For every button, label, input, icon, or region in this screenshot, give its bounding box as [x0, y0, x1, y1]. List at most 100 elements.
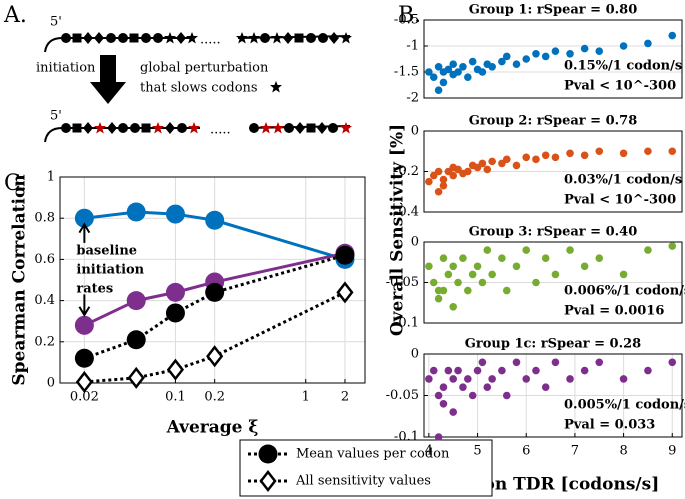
point	[439, 400, 448, 408]
marker	[335, 245, 355, 265]
point	[532, 278, 540, 287]
y-tick-label: 0	[411, 347, 419, 362]
point	[473, 366, 482, 375]
plot-frame	[59, 176, 366, 384]
legend-label: All sensitivity values	[295, 474, 431, 489]
point	[459, 254, 467, 262]
panel-title: Group 1c: rSpear = 0.28	[465, 337, 641, 352]
point	[473, 262, 482, 271]
point	[668, 242, 677, 250]
ellipsis: .....	[210, 123, 231, 138]
y-tick-label: 0	[411, 124, 419, 139]
point	[468, 57, 477, 66]
point	[444, 270, 453, 279]
point	[434, 63, 443, 71]
point	[464, 375, 472, 383]
marker	[205, 210, 225, 230]
point	[498, 57, 506, 66]
panel-title: Group 1: rSpear = 0.80	[469, 3, 638, 18]
marker	[127, 366, 145, 389]
star-icon	[270, 81, 282, 93]
point	[439, 383, 448, 392]
annotation: 0.006%/1 codon/s	[564, 284, 685, 299]
point	[502, 155, 511, 164]
point	[449, 171, 458, 180]
point	[434, 294, 443, 303]
annotation-arrow	[78, 294, 91, 317]
annotation: baseline	[76, 244, 137, 259]
point	[541, 52, 550, 61]
point	[566, 50, 574, 58]
plot-frame	[423, 19, 683, 99]
point	[668, 147, 677, 156]
legend-marker	[259, 469, 277, 493]
marker	[75, 370, 93, 394]
point	[434, 86, 443, 94]
y-tick-label: -0.1	[394, 430, 419, 445]
point	[512, 60, 521, 68]
x-tick-label: 8	[619, 444, 627, 459]
point	[532, 155, 540, 164]
point	[619, 270, 628, 279]
axis-label: Average ξ	[166, 418, 259, 438]
point	[566, 149, 574, 158]
point	[644, 39, 652, 48]
perturbation-text: that slows codons	[140, 81, 258, 96]
point	[478, 358, 487, 367]
point	[429, 278, 438, 287]
y-tick-label: -0.2	[394, 164, 419, 179]
point	[439, 78, 448, 87]
point	[668, 358, 677, 367]
panel-label: C.	[4, 171, 27, 196]
point	[541, 151, 550, 160]
plot-area	[424, 20, 682, 98]
point	[478, 68, 487, 76]
y-axis-label: Overall Sensitivity [%]	[388, 124, 408, 336]
y-tick-label: 0.8	[34, 211, 55, 226]
point	[580, 44, 589, 53]
point	[532, 50, 540, 58]
arrow	[90, 55, 126, 104]
point	[444, 366, 453, 375]
point	[429, 366, 438, 375]
ellipsis: .....	[200, 33, 221, 48]
point	[498, 366, 506, 375]
point	[595, 47, 604, 55]
annotation-arrow	[78, 222, 91, 243]
annotation: rates	[76, 282, 113, 297]
y-tick-label: -0.4	[394, 205, 419, 220]
marker	[165, 303, 185, 323]
point	[483, 383, 492, 392]
point	[449, 408, 458, 416]
point	[483, 246, 492, 254]
five-prime: 5'	[50, 15, 62, 30]
point	[454, 68, 462, 76]
x-tick-label: 5	[473, 444, 481, 459]
point	[541, 383, 550, 392]
point	[668, 31, 677, 40]
panel-title: Group 2: rSpear = 0.78	[469, 114, 638, 129]
point	[429, 73, 438, 81]
plot-frame	[423, 130, 683, 213]
y-tick-label: 0	[47, 376, 55, 391]
point	[439, 254, 448, 262]
point	[434, 187, 443, 196]
y-tick-label: 0	[411, 235, 419, 250]
point	[483, 165, 492, 174]
point	[512, 262, 521, 271]
x-tick-label: 9	[668, 444, 676, 459]
point	[434, 286, 443, 295]
marker	[74, 208, 94, 228]
point	[566, 246, 574, 254]
annotation: Pval < 10^-300	[564, 193, 676, 208]
y-tick-label: -0.1	[394, 316, 419, 331]
y-tick-label: 0.2	[34, 334, 55, 349]
point	[551, 153, 560, 162]
point	[425, 68, 433, 76]
annotation: 0.15%/1 codon/s	[564, 59, 682, 74]
point	[580, 151, 589, 160]
panel-title: Group 3: rSpear = 0.40	[469, 225, 638, 240]
x-tick-label: 0.1	[165, 390, 186, 405]
y-tick-label: 1	[47, 170, 55, 185]
marker	[206, 345, 224, 368]
